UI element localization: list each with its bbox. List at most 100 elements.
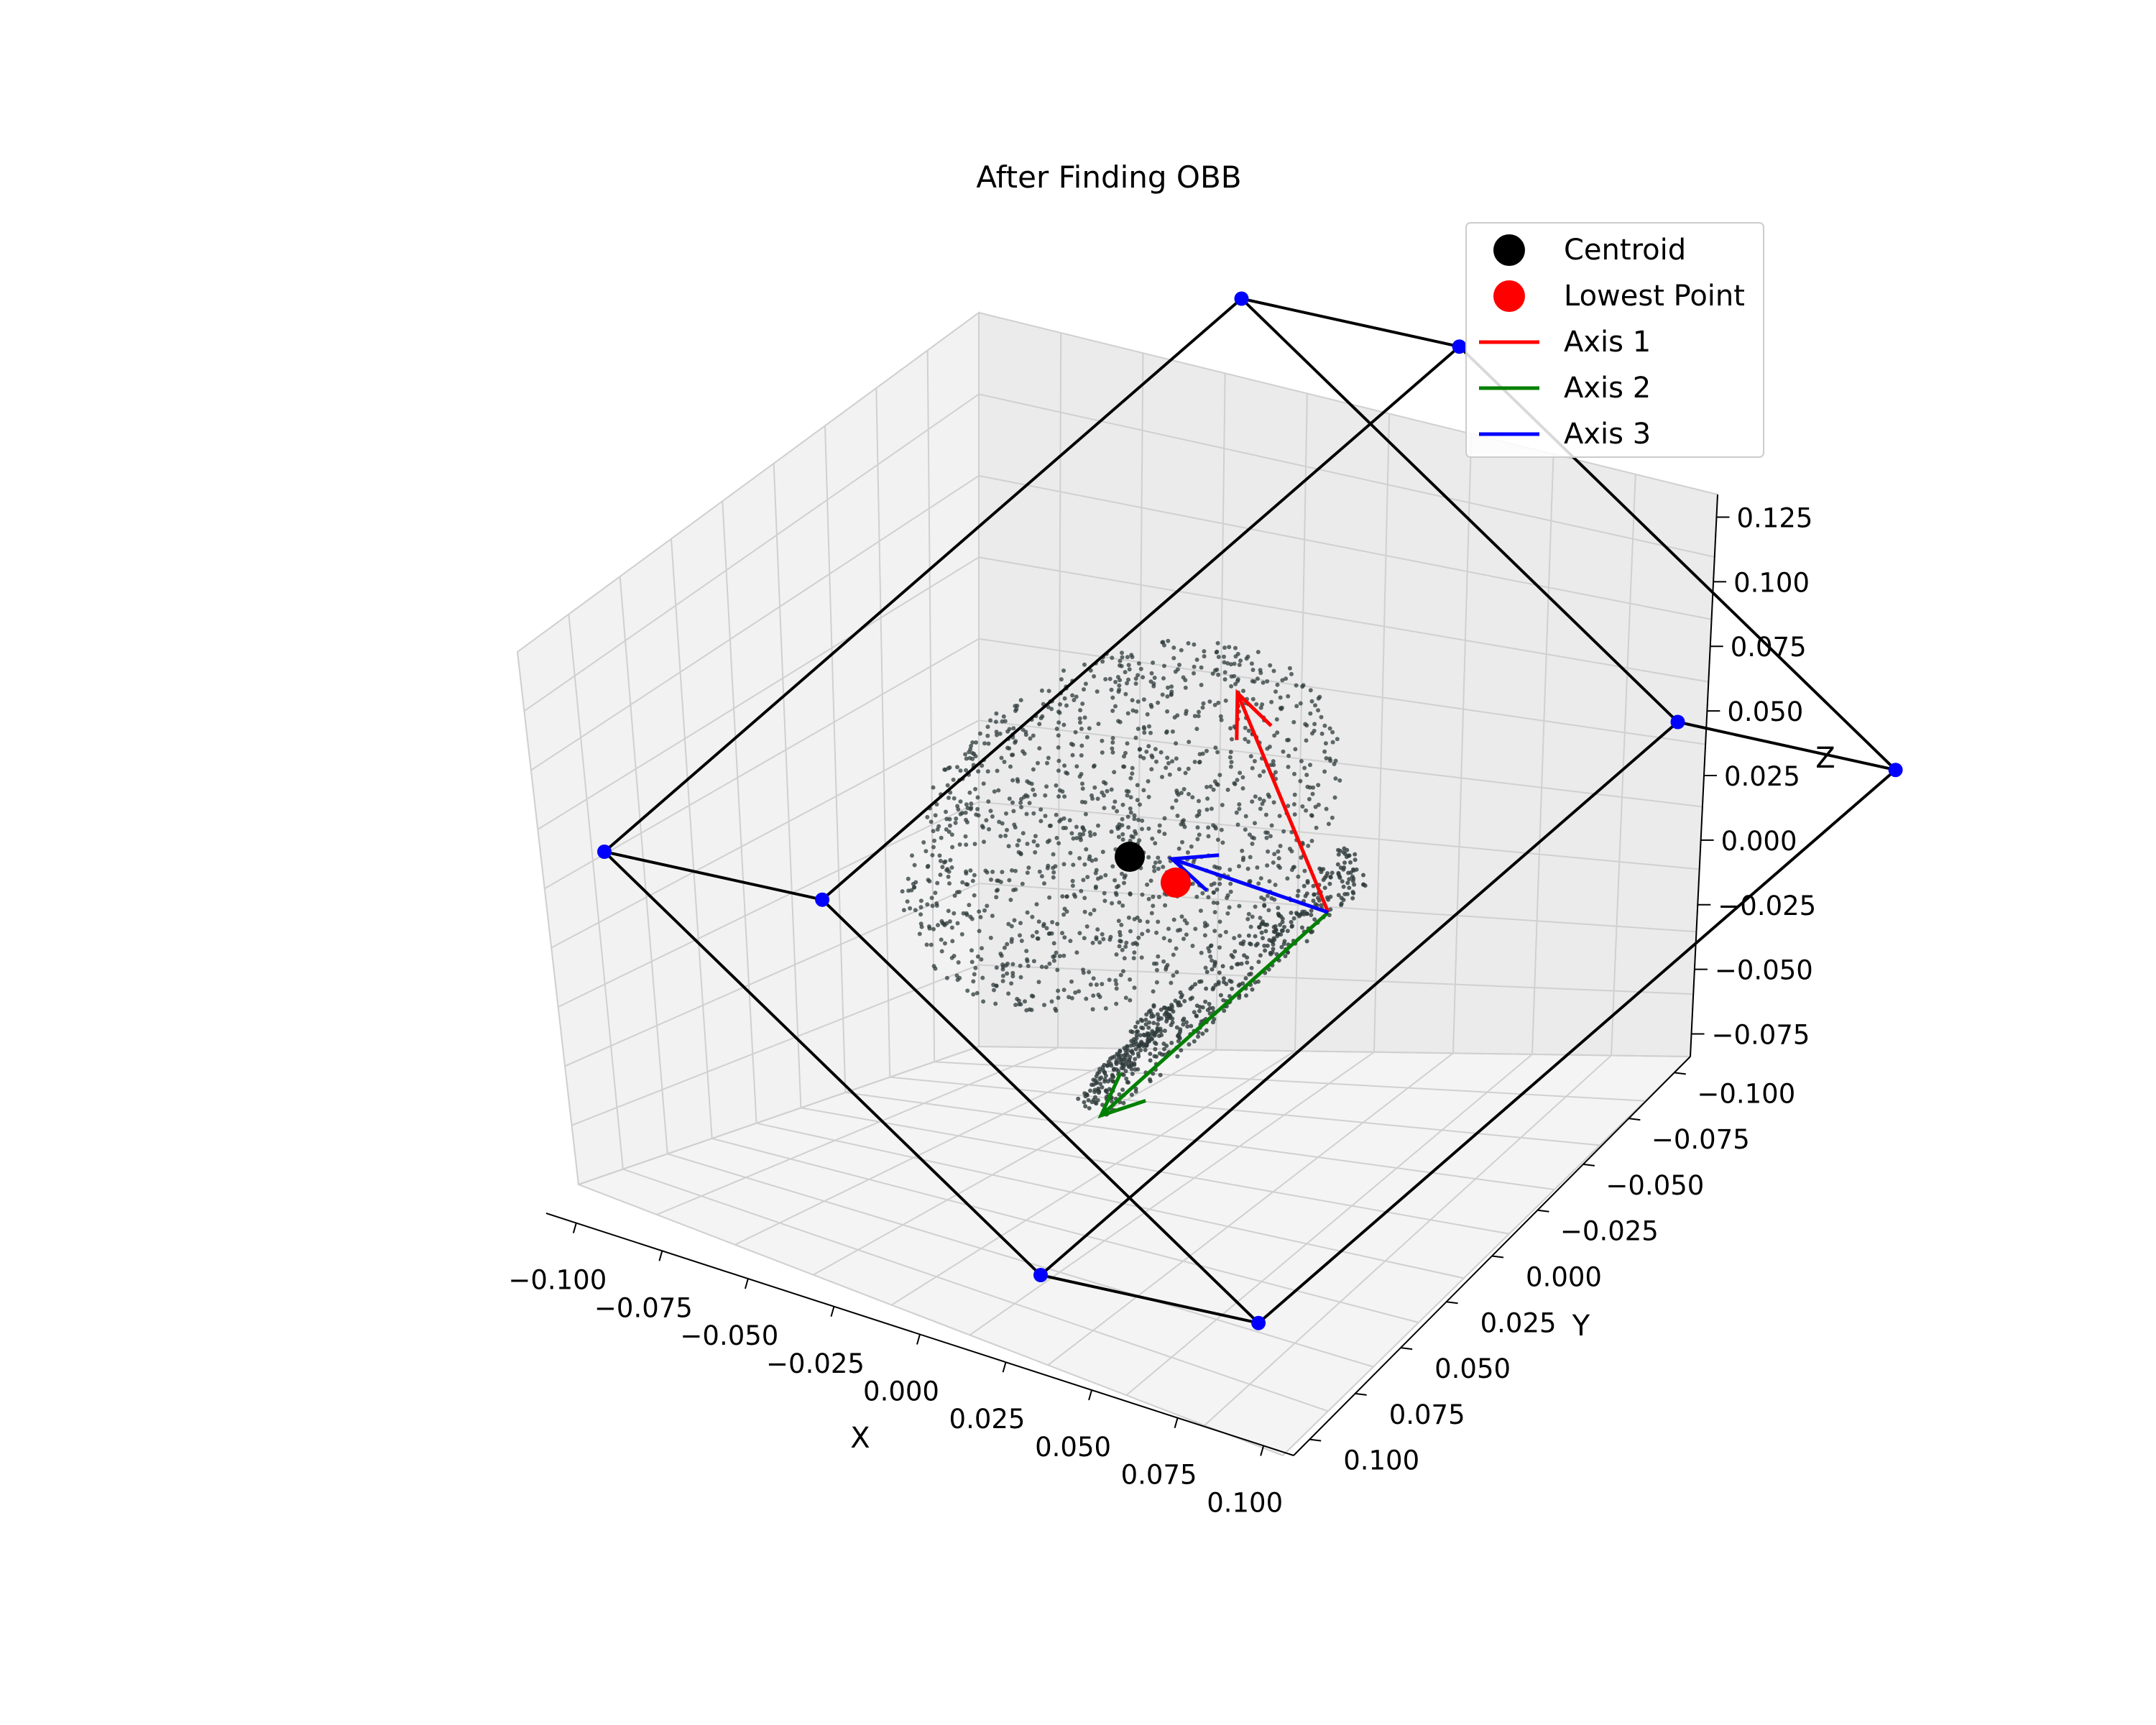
point-cloud-point bbox=[948, 790, 953, 795]
point-cloud-point bbox=[1084, 924, 1089, 929]
point-cloud-point bbox=[925, 814, 930, 819]
point-cloud-point bbox=[955, 978, 960, 983]
point-cloud-point bbox=[1337, 875, 1342, 880]
point-cloud-point bbox=[1056, 995, 1061, 1000]
point-cloud-point bbox=[1256, 881, 1261, 886]
point-cloud-point bbox=[1347, 877, 1352, 882]
tick-mark bbox=[658, 1251, 663, 1261]
point-cloud-point bbox=[1291, 719, 1296, 724]
point-cloud-point bbox=[1042, 1003, 1046, 1008]
point-cloud-point bbox=[1120, 837, 1125, 842]
point-cloud-point bbox=[1115, 885, 1120, 890]
point-cloud-point bbox=[1205, 1008, 1210, 1013]
point-cloud-point bbox=[1095, 927, 1100, 932]
point-cloud-point bbox=[1080, 786, 1085, 791]
point-cloud-point bbox=[1141, 755, 1146, 760]
point-cloud-point bbox=[1074, 950, 1079, 955]
point-cloud-point bbox=[1120, 650, 1124, 656]
point-cloud-point bbox=[1184, 709, 1189, 714]
point-cloud-point bbox=[1140, 818, 1145, 823]
point-cloud-point bbox=[1135, 673, 1141, 678]
point-cloud-point bbox=[1036, 760, 1040, 765]
point-cloud-point bbox=[1313, 804, 1318, 809]
point-cloud-point bbox=[1246, 740, 1251, 744]
point-cloud-point bbox=[1215, 782, 1220, 787]
point-cloud-point bbox=[1252, 759, 1257, 763]
point-cloud-point bbox=[972, 893, 977, 898]
point-cloud-point bbox=[1293, 747, 1298, 752]
point-cloud-point bbox=[918, 921, 923, 926]
legend-frame bbox=[1465, 222, 1764, 458]
point-cloud-point bbox=[1038, 807, 1044, 812]
point-cloud-point bbox=[1141, 675, 1146, 680]
point-cloud-point bbox=[1079, 743, 1084, 748]
point-cloud-point bbox=[1300, 804, 1305, 809]
point-cloud-point bbox=[1031, 959, 1036, 964]
point-cloud-point bbox=[1103, 677, 1108, 681]
point-cloud-point bbox=[1130, 834, 1135, 840]
point-cloud-point bbox=[1005, 827, 1009, 832]
point-cloud-point bbox=[1222, 670, 1227, 675]
grid-line bbox=[890, 1076, 1600, 1146]
point-cloud-point bbox=[1195, 825, 1200, 830]
point-cloud-point bbox=[1285, 929, 1290, 934]
point-cloud-point bbox=[1093, 1095, 1097, 1100]
point-cloud-point bbox=[1223, 929, 1228, 934]
point-cloud-point bbox=[1136, 1044, 1141, 1049]
point-cloud-point bbox=[1350, 874, 1355, 879]
point-cloud-point bbox=[1263, 812, 1268, 817]
point-cloud-point bbox=[1285, 876, 1290, 881]
point-cloud-point bbox=[1035, 843, 1040, 848]
point-cloud-point bbox=[1025, 870, 1030, 875]
point-cloud-point bbox=[1147, 724, 1151, 729]
point-cloud-point bbox=[1298, 778, 1303, 783]
point-cloud-point bbox=[1112, 1067, 1117, 1072]
point-cloud-point bbox=[1153, 747, 1158, 752]
point-cloud-point bbox=[1222, 677, 1227, 682]
point-cloud-point bbox=[1118, 658, 1123, 663]
grid-line bbox=[1452, 433, 1473, 1054]
axis-arrow-head bbox=[1168, 853, 1220, 892]
point-cloud-point bbox=[1340, 879, 1345, 884]
grid-line bbox=[1611, 474, 1636, 1056]
point-cloud-point bbox=[1156, 866, 1161, 871]
point-cloud-point bbox=[1184, 932, 1189, 937]
point-cloud-point bbox=[998, 952, 1003, 956]
point-cloud-point bbox=[1162, 663, 1166, 668]
point-cloud-point bbox=[947, 881, 952, 886]
point-cloud-point bbox=[942, 941, 947, 946]
point-cloud-point bbox=[929, 942, 934, 947]
point-cloud-point bbox=[1230, 954, 1235, 960]
point-cloud-point bbox=[1037, 746, 1042, 751]
tick-mark bbox=[1174, 1417, 1179, 1428]
point-cloud-point bbox=[1082, 909, 1087, 914]
point-cloud-point bbox=[1110, 901, 1115, 906]
point-cloud-point bbox=[1175, 713, 1180, 718]
point-cloud-point bbox=[1044, 965, 1049, 970]
point-cloud-point bbox=[1335, 862, 1340, 867]
point-cloud-point bbox=[1085, 875, 1090, 880]
tick-label: 0.000 bbox=[863, 1376, 939, 1407]
point-cloud-point bbox=[1194, 894, 1199, 899]
point-cloud-point bbox=[1013, 1003, 1018, 1008]
point-cloud-point bbox=[1126, 915, 1131, 920]
axis-arrow-shaft bbox=[1100, 911, 1330, 1117]
point-cloud-point bbox=[1137, 747, 1142, 752]
point-cloud-point bbox=[1233, 681, 1238, 686]
point-cloud-point bbox=[1208, 954, 1213, 959]
point-cloud-point bbox=[1171, 656, 1176, 661]
point-cloud-point bbox=[989, 877, 993, 882]
point-cloud-point bbox=[1268, 663, 1273, 668]
point-cloud-point bbox=[1051, 941, 1056, 946]
point-cloud-point bbox=[1110, 695, 1115, 700]
point-cloud-point bbox=[1225, 661, 1230, 666]
point-cloud-point bbox=[1171, 645, 1176, 650]
point-cloud-point bbox=[1132, 816, 1137, 822]
point-cloud-point bbox=[1336, 852, 1341, 857]
point-cloud-point bbox=[938, 858, 943, 863]
point-cloud-point bbox=[963, 810, 968, 815]
point-cloud-point bbox=[1182, 824, 1187, 829]
point-cloud-point bbox=[1136, 817, 1141, 822]
point-cloud-point bbox=[1278, 844, 1283, 848]
point-cloud-point bbox=[1120, 1057, 1125, 1062]
